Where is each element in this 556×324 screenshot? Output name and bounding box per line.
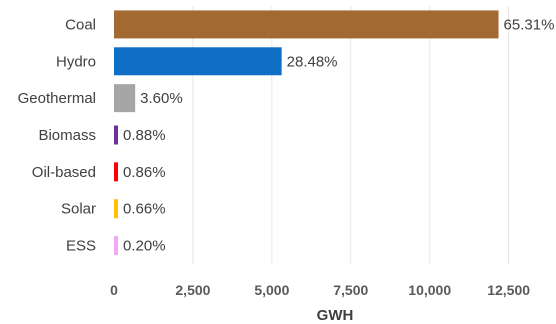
category-label: ESS — [66, 238, 96, 255]
data-label: 0.88% — [123, 127, 166, 144]
category-label: Hydro — [56, 53, 96, 70]
x-tick-label: 12,500 — [487, 282, 530, 298]
x-tick-labels: 0 2,500 5,000 7,500 10,000 12,500 — [110, 282, 530, 298]
bar — [114, 84, 136, 113]
bar — [114, 10, 499, 39]
category-label: Geothermal — [18, 90, 96, 107]
x-tick-label: 0 — [110, 282, 118, 298]
bar — [114, 236, 118, 256]
x-tick-label: 2,500 — [175, 282, 210, 298]
data-label: 65.31% — [504, 16, 555, 33]
data-label: 3.60% — [140, 90, 183, 107]
data-label: 0.20% — [123, 238, 166, 255]
data-label: 28.48% — [287, 53, 338, 70]
category-label: Solar — [61, 201, 96, 218]
category-label: Coal — [65, 16, 96, 33]
data-label: 0.86% — [123, 164, 166, 181]
data-labels: 65.31% 28.48% 3.60% 0.88% 0.86% 0.66% 0.20% — [123, 16, 554, 254]
x-tick-label: 5,000 — [254, 282, 289, 298]
data-label: 0.66% — [123, 201, 166, 218]
x-axis-title: GWH — [317, 307, 354, 324]
bar — [114, 199, 118, 219]
x-tick-label: 10,000 — [408, 282, 451, 298]
bar — [114, 162, 118, 182]
category-labels: Coal Hydro Geothermal Biomass Oil-based Solar… — [18, 16, 96, 254]
x-tick-label: 7,500 — [333, 282, 368, 298]
category-label: Biomass — [38, 127, 96, 144]
bar — [114, 125, 118, 145]
bar — [114, 47, 282, 76]
gridlines — [192, 6, 510, 264]
category-label: Oil-based — [32, 164, 96, 181]
bars — [114, 10, 499, 256]
